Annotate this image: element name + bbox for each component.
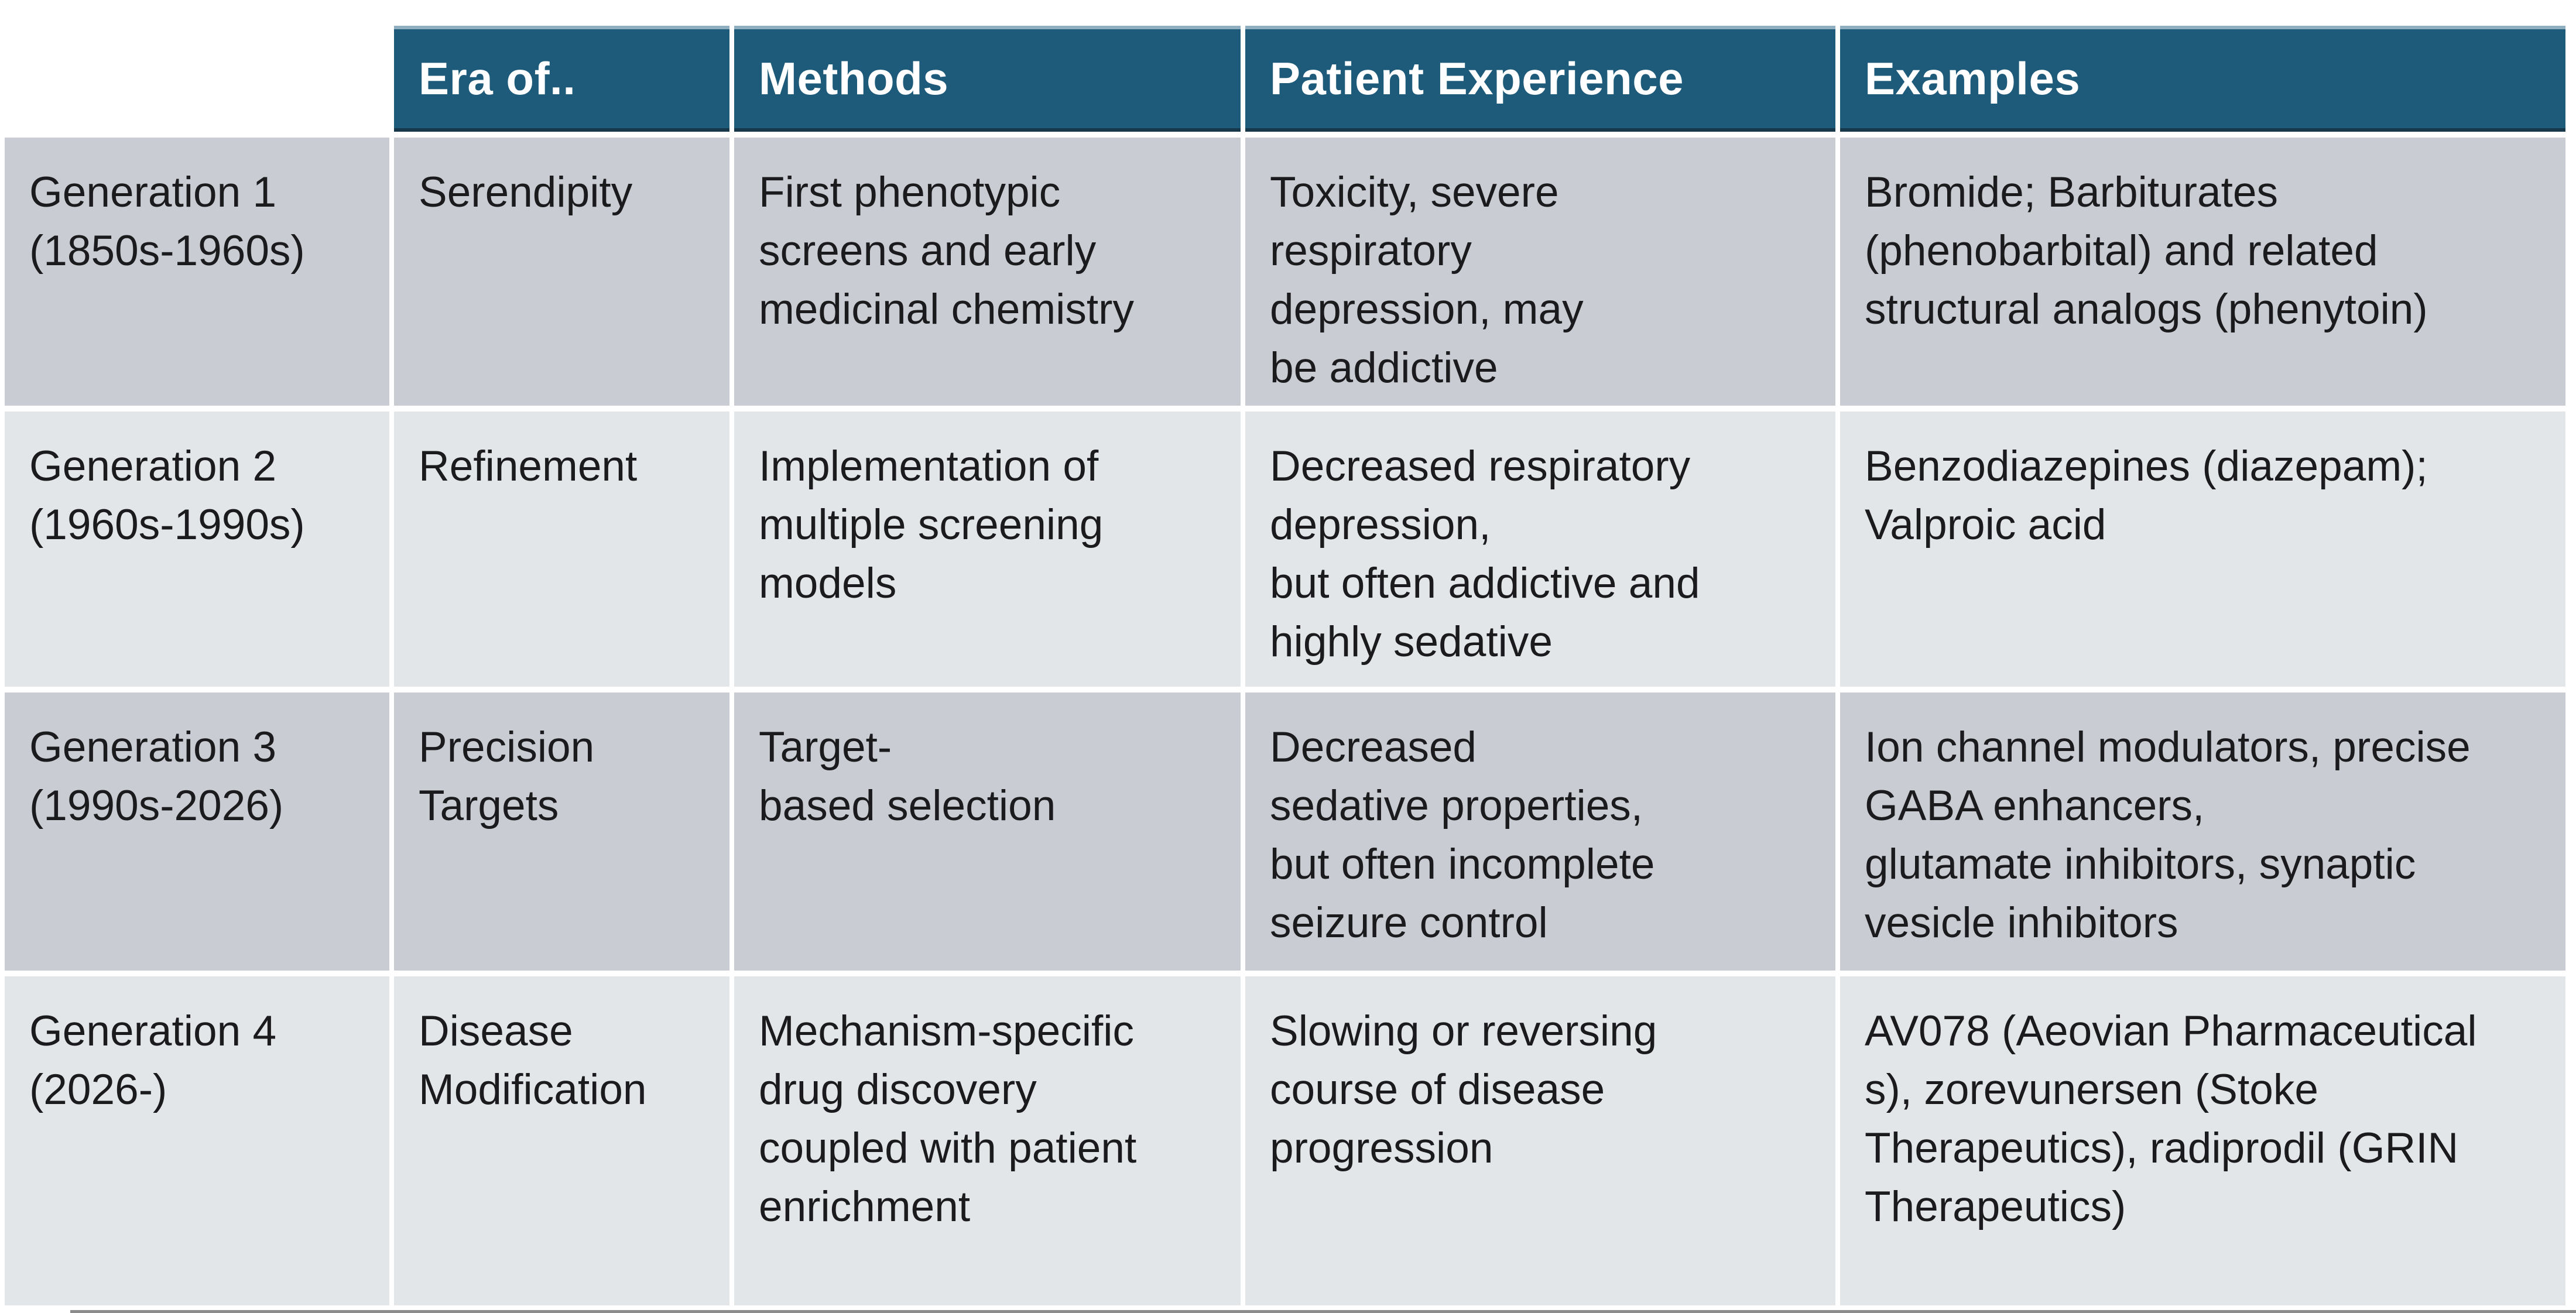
cell-generation-4-era: Disease Modification	[394, 976, 729, 1305]
cell-generation-1-patient-experience: Toxicity, severe respiratory depression,…	[1245, 138, 1835, 406]
cell-generation-4-examples: AV078 (Aeovian Pharmaceutical s), zorevu…	[1840, 976, 2565, 1305]
header-cell-era-of: Era of..	[394, 26, 729, 132]
cell-generation-3-patient-experience: Decreased sedative properties, but often…	[1245, 693, 1835, 971]
cell-generation-1-methods: First phenotypic screens and early medic…	[734, 138, 1241, 406]
cell-generation-1-examples: Bromide; Barbiturates (phenobarbital) an…	[1840, 138, 2565, 406]
cell-generation-4-patient-experience: Slowing or reversing course of disease p…	[1245, 976, 1835, 1305]
cell-generation-2-label: Generation 2 (1960s-1990s)	[5, 412, 389, 687]
cell-generation-1-era: Serendipity	[394, 138, 729, 406]
cell-generation-2-patient-experience: Decreased respiratory depression, but of…	[1245, 412, 1835, 687]
cell-generation-2-era: Refinement	[394, 412, 729, 687]
header-cell-examples: Examples	[1840, 26, 2565, 132]
cell-generation-3-methods: Target- based selection	[734, 693, 1241, 971]
bottom-edge-line	[70, 1310, 2576, 1313]
header-cell-empty	[5, 26, 389, 132]
cell-generation-4-label: Generation 4 (2026-)	[5, 976, 389, 1305]
generations-table: Era of.. Methods Patient Experience Exam…	[5, 26, 2565, 1305]
cell-generation-1-label: Generation 1 (1850s-1960s)	[5, 138, 389, 406]
cell-generation-2-examples: Benzodiazepines (diazepam); Valproic aci…	[1840, 412, 2565, 687]
cell-generation-3-examples: Ion channel modulators, precise GABA enh…	[1840, 693, 2565, 971]
cell-generation-4-methods: Mechanism-specific drug discovery couple…	[734, 976, 1241, 1305]
cell-generation-2-methods: Implementation of multiple screening mod…	[734, 412, 1241, 687]
header-cell-methods: Methods	[734, 26, 1241, 132]
header-cell-patient-experience: Patient Experience	[1245, 26, 1835, 132]
cell-generation-3-era: Precision Targets	[394, 693, 729, 971]
cell-generation-3-label: Generation 3 (1990s-2026)	[5, 693, 389, 971]
